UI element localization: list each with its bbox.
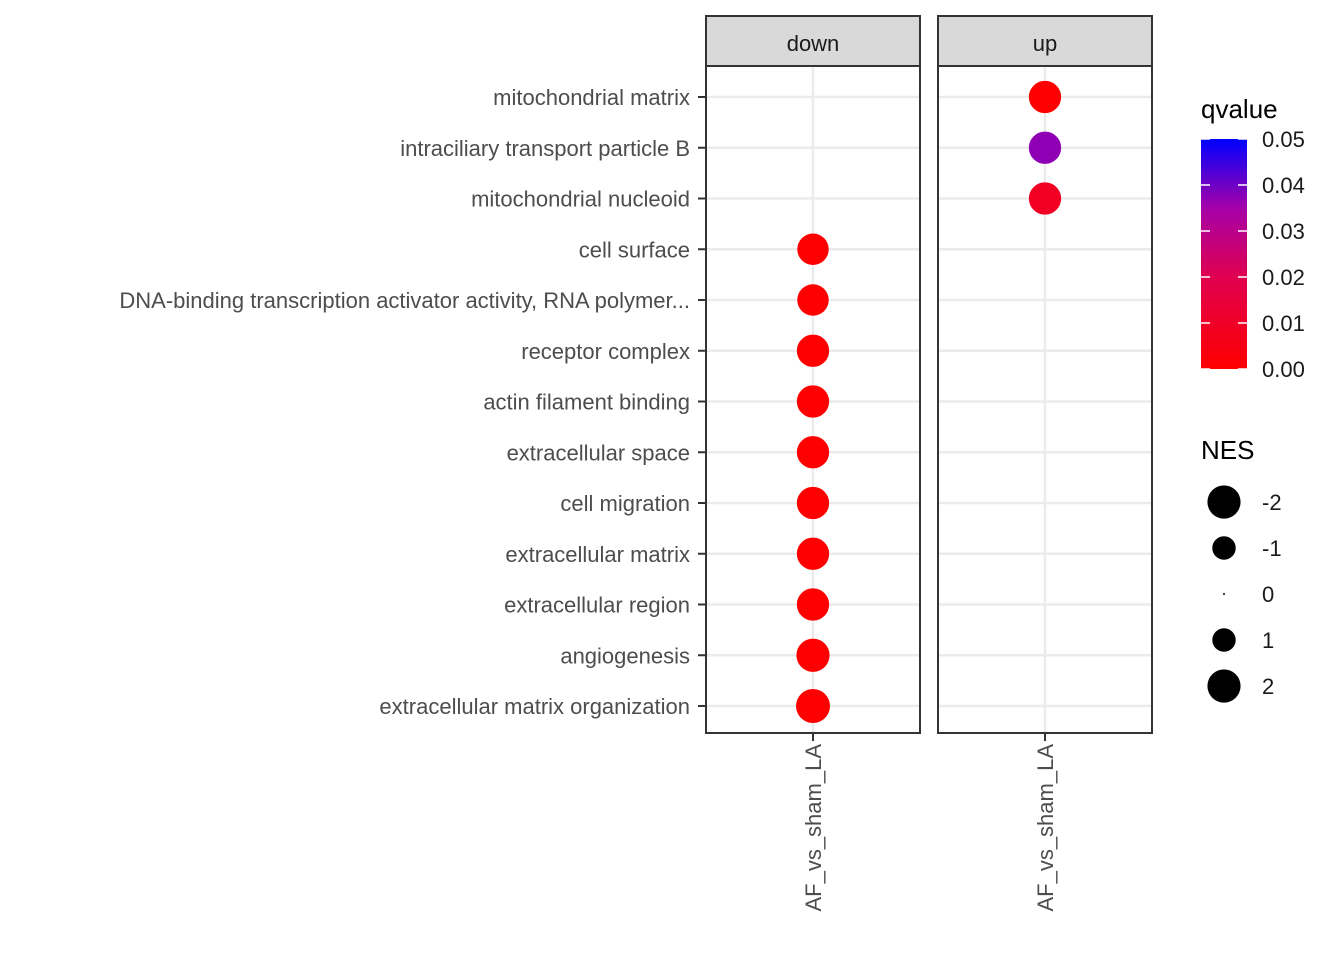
gridlines-up — [938, 66, 1152, 733]
data-point — [796, 436, 830, 469]
data-point — [796, 537, 830, 570]
colorbar-tick-label: 0.05 — [1262, 127, 1305, 152]
nes-legend-dot — [1207, 669, 1241, 703]
qvalue-legend: qvalue 0.05 0.04 0.03 0.02 0.01 0.00 — [1201, 94, 1305, 382]
qvalue-colorbar — [1201, 139, 1247, 369]
data-point — [796, 588, 830, 621]
data-point — [1028, 80, 1062, 114]
facet-strip-down — [705, 15, 921, 67]
y-axis: mitochondrial matrix intraciliary transpo… — [119, 85, 706, 719]
nes-legend-label: -1 — [1262, 536, 1282, 561]
data-point — [796, 334, 830, 367]
colorbar-tick-label: 0.01 — [1262, 311, 1305, 336]
facet-up: up — [937, 15, 1153, 734]
nes-legend-label: -2 — [1262, 490, 1282, 515]
y-tick-label: cell surface — [579, 237, 690, 262]
colorbar-tick-label: 0.00 — [1262, 357, 1305, 382]
y-tick-label: actin filament binding — [483, 390, 690, 415]
nes-legend-title: NES — [1201, 435, 1254, 465]
facet-label-up: up — [1033, 31, 1057, 56]
y-tick-label: DNA-binding transcription activator acti… — [119, 288, 690, 313]
facet-down: down — [705, 15, 921, 734]
colorbar-tick-label: 0.03 — [1262, 219, 1305, 244]
y-tick-label: extracellular region — [504, 593, 690, 618]
data-point — [1028, 182, 1062, 215]
y-tick-label: receptor complex — [521, 339, 690, 364]
y-tick-label: mitochondrial matrix — [493, 85, 690, 110]
qvalue-legend-title: qvalue — [1201, 94, 1278, 124]
points-down — [796, 233, 830, 723]
data-point — [1028, 131, 1062, 164]
y-tick-label: extracellular matrix organization — [379, 694, 690, 719]
nes-legend-label: 0 — [1262, 582, 1274, 607]
y-tick-label: cell migration — [560, 491, 690, 516]
y-tick-label: intraciliary transport particle B — [400, 136, 690, 161]
x-tick-label-up: AF_vs_sham_LA — [1033, 744, 1058, 912]
y-tick-label: mitochondrial nucleoid — [471, 187, 690, 212]
nes-legend-dot — [1212, 628, 1236, 652]
data-point — [796, 385, 830, 418]
data-point — [796, 638, 830, 672]
facet-strip-up — [937, 15, 1153, 67]
qvalue-legend-ticks: 0.05 0.04 0.03 0.02 0.01 0.00 — [1201, 127, 1305, 382]
nes-legend: NES -2 -1 0 1 2 — [1201, 435, 1282, 703]
data-point — [797, 233, 829, 265]
data-point — [797, 284, 829, 316]
colorbar-tick-label: 0.02 — [1262, 265, 1305, 290]
nes-legend-label: 2 — [1262, 674, 1274, 699]
nes-legend-dot — [1212, 536, 1236, 560]
x-axis: AF_vs_sham_LA AF_vs_sham_LA — [801, 733, 1058, 912]
nes-legend-dot — [1207, 485, 1241, 519]
data-point — [796, 486, 830, 520]
facet-label-down: down — [787, 31, 840, 56]
y-tick-label: extracellular matrix — [505, 542, 690, 567]
nes-legend-dot — [1223, 593, 1225, 595]
x-tick-label-down: AF_vs_sham_LA — [801, 744, 826, 912]
nes-legend-items: -2 -1 0 1 2 — [1207, 485, 1282, 703]
nes-legend-label: 1 — [1262, 628, 1274, 653]
data-point — [796, 689, 830, 723]
colorbar-tick-label: 0.04 — [1262, 173, 1305, 198]
y-tick-label: extracellular space — [507, 440, 690, 465]
points-up — [1028, 80, 1062, 215]
y-tick-label: angiogenesis — [560, 643, 690, 668]
